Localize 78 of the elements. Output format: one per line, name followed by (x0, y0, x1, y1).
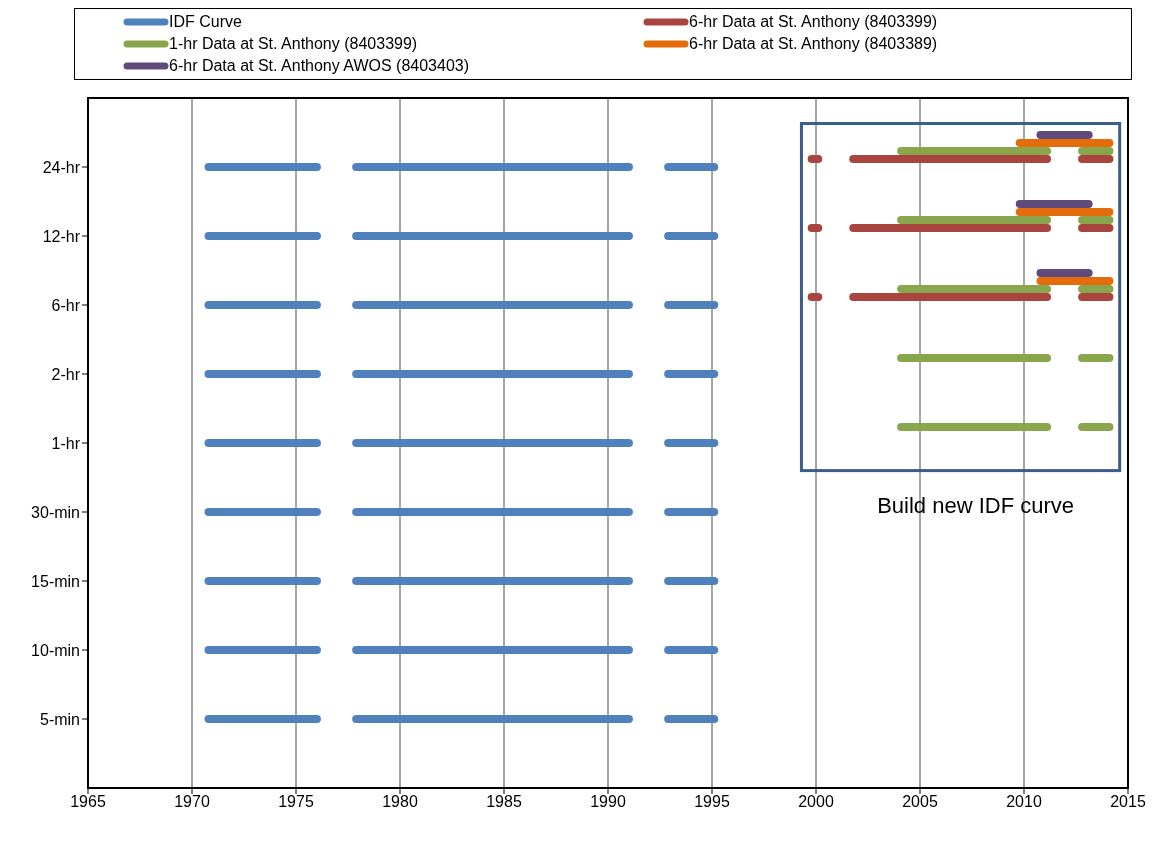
x-tick-label: 1985 (486, 793, 522, 811)
bar (352, 232, 633, 240)
bar (897, 423, 1052, 431)
bar (849, 293, 1052, 301)
bar (204, 163, 321, 171)
bar (664, 577, 719, 585)
bar (1078, 293, 1114, 301)
bar (664, 163, 719, 171)
bar (1078, 285, 1114, 293)
bar (204, 301, 321, 309)
y-tick-label: 15-min (31, 572, 80, 590)
bar (1078, 224, 1114, 232)
bar (664, 370, 719, 378)
y-tick-label: 10-min (31, 641, 80, 659)
bar (1036, 277, 1114, 285)
x-tick-label: 2010 (1006, 793, 1042, 811)
x-tick-label: 1980 (382, 793, 418, 811)
bar (204, 232, 321, 240)
legend-label: 6-hr Data at St. Anthony (8403399) (689, 13, 938, 31)
x-tick-label: 1970 (174, 793, 210, 811)
bar (204, 370, 321, 378)
bar (664, 301, 719, 309)
legend-label: 1-hr Data at St. Anthony (8403399) (169, 35, 418, 53)
bar (352, 439, 633, 447)
bar (897, 285, 1052, 293)
bar (204, 715, 321, 723)
bar (1078, 155, 1114, 163)
bar (204, 439, 321, 447)
legend-label: 6-hr Data at St. Anthony (8403389) (689, 35, 938, 53)
bar (204, 577, 321, 585)
bar (1078, 216, 1114, 224)
y-tick-label: 2-hr (51, 365, 81, 383)
y-tick-label: 5-min (39, 710, 80, 728)
bar (352, 508, 633, 516)
bar (204, 508, 321, 516)
bar (849, 155, 1052, 163)
bar (664, 646, 719, 654)
legend-label: IDF Curve (169, 13, 242, 31)
y-tick-label: 30-min (31, 503, 80, 521)
bar (1015, 200, 1093, 208)
bar (1015, 208, 1114, 216)
bar (1078, 423, 1114, 431)
bar (807, 293, 823, 301)
bar (204, 646, 321, 654)
bar (352, 715, 633, 723)
bar (352, 370, 633, 378)
bar (664, 439, 719, 447)
bar (664, 715, 719, 723)
bar (1078, 147, 1114, 155)
bar (664, 232, 719, 240)
bar (352, 646, 633, 654)
bar (807, 155, 823, 163)
x-tick-label: 1965 (70, 793, 106, 811)
bar (1036, 131, 1093, 139)
y-tick-label: 6-hr (51, 296, 81, 314)
legend-label: 6-hr Data at St. Anthony AWOS (8403403) (169, 57, 470, 75)
x-tick-label: 1995 (694, 793, 730, 811)
x-tick-label: 1990 (590, 793, 626, 811)
y-tick-label: 24-hr (42, 158, 81, 176)
bar (1015, 139, 1114, 147)
x-tick-label: 2005 (902, 793, 938, 811)
x-tick-label: 2000 (798, 793, 834, 811)
bar (352, 577, 633, 585)
bar (352, 163, 633, 171)
annotation: Build new IDF curve (877, 492, 1074, 518)
bar (352, 301, 633, 309)
y-tick-label: 12-hr (42, 227, 81, 245)
bar (897, 216, 1052, 224)
y-tick-label: 1-hr (51, 434, 81, 452)
bar (1078, 354, 1114, 362)
bar (664, 508, 719, 516)
bar (897, 354, 1052, 362)
bar (1036, 269, 1093, 277)
bar (897, 147, 1052, 155)
x-tick-label: 2015 (1110, 793, 1146, 811)
bar (849, 224, 1052, 232)
x-tick-label: 1975 (278, 793, 314, 811)
bar (807, 224, 823, 232)
